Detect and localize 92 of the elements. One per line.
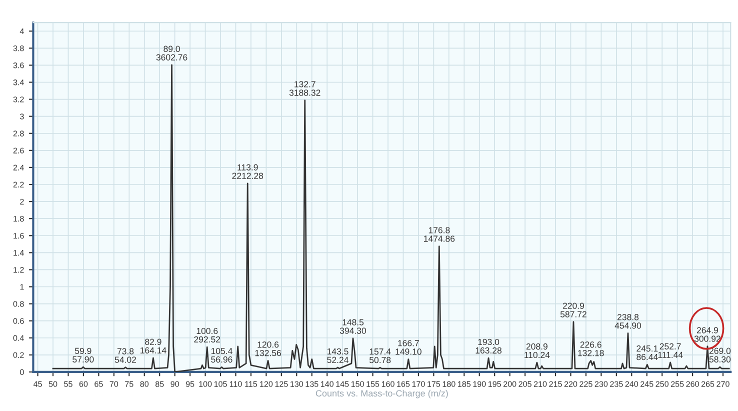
y-tick-label: 1.2 <box>14 267 24 273</box>
x-tick-label: 215 <box>549 381 562 387</box>
annotation: 252.7 111.44 <box>658 343 683 358</box>
x-tick-label: 270 <box>716 381 730 387</box>
annotation: 89.0 3602.76 <box>156 46 188 60</box>
line-series <box>52 64 730 372</box>
x-tick-label: 65 <box>94 381 103 387</box>
x-tick-label: 55 <box>64 381 72 387</box>
x-tick-label: 185 <box>458 381 471 387</box>
annotation: 148.5 394.30 <box>340 319 366 334</box>
x-tick-label: 105 <box>214 381 227 387</box>
x-tick-label: 230 <box>594 381 608 387</box>
x-tick-label: 150 <box>351 381 364 387</box>
x-tick-label: 190 <box>473 381 486 387</box>
x-tick-label: 45 <box>33 381 42 387</box>
x-tick-label: 85 <box>155 381 164 387</box>
x-axis-title: Counts vs. Mass-to-Charge (m/z) <box>316 390 448 398</box>
annotation: 105.4 56.96 <box>211 348 232 363</box>
x-tick-label: 235 <box>610 381 623 387</box>
x-tick-label: 120 <box>260 381 273 387</box>
x-tick-label: 80 <box>140 381 149 387</box>
x-tick-label: 195 <box>488 381 501 387</box>
annotation: 113.9 2212.28 <box>232 164 264 179</box>
annotation: 193.0 163.28 <box>476 338 502 354</box>
annotation: 176.8 1474.86 <box>424 227 455 242</box>
annotation: 264.9 300.92 <box>694 327 720 342</box>
x-tick-label: 200 <box>504 381 516 387</box>
x-tick-label: 170 <box>412 381 425 387</box>
y-tick-label: 3.2 <box>13 96 24 102</box>
annotation: 82.9 164.14 <box>140 338 166 354</box>
y-tick-label: 1.8 <box>14 216 24 222</box>
annotation: 100.6 292.52 <box>194 328 220 343</box>
x-tick-label: 155 <box>366 381 380 387</box>
x-tick-label: 60 <box>79 381 88 387</box>
y-tick-label: 0.6 <box>13 318 24 324</box>
y-tick-label: 2.8 <box>13 130 24 136</box>
x-tick-label: 165 <box>397 381 410 387</box>
y-tick-label: 0 <box>20 369 24 375</box>
x-tick-label: 125 <box>275 381 288 387</box>
x-tick-label: 50 <box>48 381 58 387</box>
y-tick-label: 1.4 <box>14 250 24 256</box>
x-tick-label: 115 <box>245 381 258 387</box>
x-tick-label: 75 <box>125 381 134 387</box>
y-tick-label: 2.6 <box>13 148 24 154</box>
x-tick-label: 245 <box>640 381 654 387</box>
annotation: 166.7 149.10 <box>396 340 422 355</box>
x-tick-label: 255 <box>671 381 684 387</box>
y-tick-label: 2.4 <box>13 164 24 170</box>
x-tick-label: 180 <box>442 381 456 387</box>
x-tick-label: 145 <box>336 381 349 387</box>
x-tick-label: 205 <box>518 381 532 387</box>
y-tick-label: 2.2 <box>13 182 24 188</box>
annotation: 220.9 587.72 <box>560 302 586 318</box>
annotation: 143.5 52.24 <box>327 348 348 363</box>
annotation: 245.1 86.44 <box>636 345 658 360</box>
y-tick-label: 0.4 <box>13 335 24 341</box>
y-tick-label: 2 <box>20 198 24 204</box>
y-tick-label: 3.4 <box>13 80 24 86</box>
x-tick-label: 265 <box>701 381 714 387</box>
x-tick-label: 90 <box>170 381 179 387</box>
y-tick-label: 3.6 <box>13 62 24 68</box>
x-tick-label: 110 <box>230 381 242 387</box>
annotation: 269.0 58.30 <box>709 348 731 362</box>
y-tick-label: 1 <box>20 284 24 290</box>
annotation: 73.8 54.02 <box>114 348 136 363</box>
x-tick-label: 250 <box>656 381 669 387</box>
x-tick-label: 260 <box>686 381 699 387</box>
x-tick-label: 135 <box>306 381 318 387</box>
annotation: 132.7 3188.32 <box>289 81 320 96</box>
x-tick-label: 225 <box>580 381 592 387</box>
y-tick-label: 1.6 <box>14 232 24 239</box>
x-tick-label: 220 <box>564 381 578 387</box>
x-tick-label: 100 <box>199 381 212 387</box>
annotation: 238.8 454.90 <box>614 314 642 329</box>
x-tick-label: 95 <box>186 381 194 387</box>
y-tick-label: 4 <box>20 28 24 34</box>
y-tick-label: 0.2 <box>13 352 24 358</box>
y-tick-label: 3 <box>20 114 24 120</box>
annotation: 59.9 57.90 <box>72 348 94 363</box>
x-tick-label: 175 <box>428 381 440 387</box>
annotation: 157.4 50.78 <box>369 348 391 364</box>
y-tick-label: 0.8 <box>13 301 24 307</box>
x-tick-label: 140 <box>320 381 334 387</box>
annotation: 208.9 110.24 <box>524 343 550 358</box>
x-tick-label: 240 <box>625 381 638 387</box>
annotation: 226.6 132.18 <box>578 342 604 356</box>
annotation: 120.6 132.56 <box>255 341 282 356</box>
y-tick-label: 3.8 <box>13 45 24 52</box>
x-tick-label: 210 <box>534 381 547 387</box>
x-tick-label: 70 <box>110 381 118 387</box>
x-tick-label: 130 <box>290 381 304 387</box>
x-tick-label: 160 <box>382 381 394 387</box>
